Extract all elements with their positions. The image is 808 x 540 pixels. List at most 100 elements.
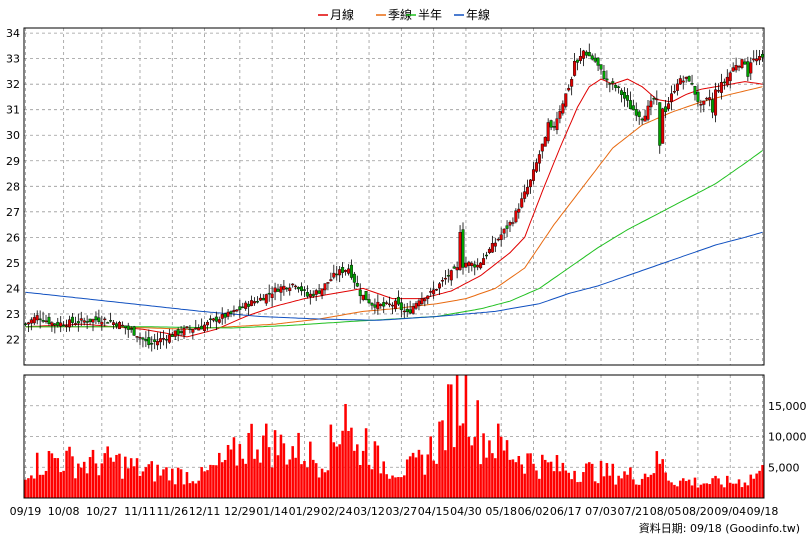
volume-bar bbox=[126, 468, 130, 498]
volume-bar bbox=[358, 464, 362, 498]
volume-bar bbox=[461, 423, 465, 498]
candle-body bbox=[232, 309, 236, 312]
legend-label-ma20: 月線 bbox=[330, 7, 354, 22]
volume-bar bbox=[514, 462, 518, 498]
candle-body bbox=[702, 100, 706, 105]
volume-bar bbox=[555, 455, 559, 498]
candle-body bbox=[132, 326, 136, 336]
candle-body bbox=[608, 83, 612, 85]
volume-bar bbox=[253, 458, 256, 498]
candle-body bbox=[159, 338, 163, 343]
date-tick-label: 12/11 bbox=[189, 505, 221, 518]
candle-body bbox=[699, 103, 703, 106]
candle-body bbox=[150, 343, 154, 345]
volume-bar bbox=[250, 423, 253, 498]
volume-bar bbox=[171, 468, 174, 498]
date-tick-label: 11/11 bbox=[124, 505, 156, 518]
volume-bar bbox=[121, 478, 124, 498]
candle-body bbox=[402, 310, 406, 313]
candle-body bbox=[719, 82, 723, 93]
volume-bar bbox=[708, 484, 711, 498]
date-tick-label: 03/12 bbox=[353, 505, 385, 518]
volume-bar bbox=[488, 440, 491, 498]
volume-bar bbox=[144, 467, 148, 498]
volume-bar bbox=[543, 459, 547, 498]
volume-bar bbox=[118, 453, 121, 498]
price-tick-label: 26 bbox=[6, 231, 20, 244]
volume-bar bbox=[491, 453, 494, 498]
volume-bar bbox=[761, 465, 764, 498]
volume-bar bbox=[347, 430, 350, 498]
volume-bar bbox=[385, 474, 388, 498]
volume-bar bbox=[705, 483, 709, 498]
candle-body bbox=[355, 283, 359, 287]
candle-body bbox=[499, 234, 503, 240]
candle-body bbox=[376, 301, 380, 310]
price-tick-label: 31 bbox=[6, 104, 20, 117]
volume-bar bbox=[405, 459, 409, 498]
volume-bar bbox=[165, 467, 168, 498]
candle-body bbox=[126, 325, 130, 330]
volume-bar bbox=[103, 453, 107, 498]
candle-body bbox=[464, 262, 468, 268]
candle-body bbox=[590, 55, 594, 60]
candle-body bbox=[637, 111, 641, 117]
date-tick-label: 05/18 bbox=[485, 505, 517, 518]
volume-bar bbox=[599, 460, 603, 498]
candle-body bbox=[385, 302, 389, 304]
volume-bar bbox=[646, 477, 650, 498]
volume-bar bbox=[485, 457, 488, 498]
volume-bar bbox=[585, 463, 588, 498]
volume-bar bbox=[300, 464, 303, 498]
volume-bar bbox=[338, 444, 341, 498]
volume-bar bbox=[41, 474, 45, 498]
date-tick-label: 03/27 bbox=[385, 505, 417, 518]
volume-bar bbox=[147, 464, 151, 498]
volume-bar bbox=[508, 459, 512, 498]
candle-body bbox=[388, 303, 392, 306]
price-tick-label: 32 bbox=[6, 78, 20, 91]
candle-body bbox=[161, 337, 165, 340]
volume-bar bbox=[640, 478, 644, 498]
candle-body bbox=[85, 321, 89, 323]
volume-bar bbox=[702, 483, 706, 498]
volume-bar bbox=[693, 477, 697, 498]
candle-body bbox=[370, 302, 374, 306]
date-tick-label: 01/29 bbox=[289, 505, 321, 518]
volume-tick-label: 5,000 bbox=[768, 461, 800, 474]
volume-bar bbox=[353, 450, 356, 498]
candle-body bbox=[561, 103, 565, 114]
candle-body bbox=[164, 338, 168, 341]
volume-bar bbox=[414, 457, 418, 498]
candle-body bbox=[38, 318, 42, 321]
plot-frames bbox=[23, 27, 765, 499]
candle-body bbox=[288, 287, 292, 292]
volume-bar bbox=[494, 458, 497, 498]
candle-body bbox=[670, 93, 674, 102]
candle-body bbox=[258, 297, 262, 301]
volume-bar bbox=[552, 471, 556, 498]
candle-body bbox=[523, 191, 527, 199]
volume-bar bbox=[132, 466, 136, 498]
volume-bar bbox=[441, 420, 444, 498]
price-tick-label: 29 bbox=[6, 155, 20, 168]
date-tick-label: 04/30 bbox=[450, 505, 482, 518]
candle-body bbox=[625, 95, 629, 101]
volume-bar bbox=[652, 473, 656, 498]
volume-bar bbox=[426, 454, 430, 498]
volume-bar bbox=[629, 467, 632, 498]
candle-body bbox=[740, 59, 744, 69]
candle-body bbox=[746, 61, 750, 77]
volume-bar bbox=[115, 454, 118, 498]
candle-body bbox=[620, 90, 624, 95]
price-tick-label: 34 bbox=[6, 27, 20, 40]
candle-body bbox=[173, 330, 177, 337]
volume-bar bbox=[71, 456, 74, 498]
candle-body bbox=[743, 61, 747, 65]
volume-bar bbox=[326, 470, 330, 498]
volume-bar bbox=[273, 430, 277, 498]
candle-body bbox=[200, 325, 204, 330]
candle-body bbox=[728, 72, 732, 82]
candle-body bbox=[687, 76, 691, 82]
volume-bar bbox=[590, 463, 594, 498]
